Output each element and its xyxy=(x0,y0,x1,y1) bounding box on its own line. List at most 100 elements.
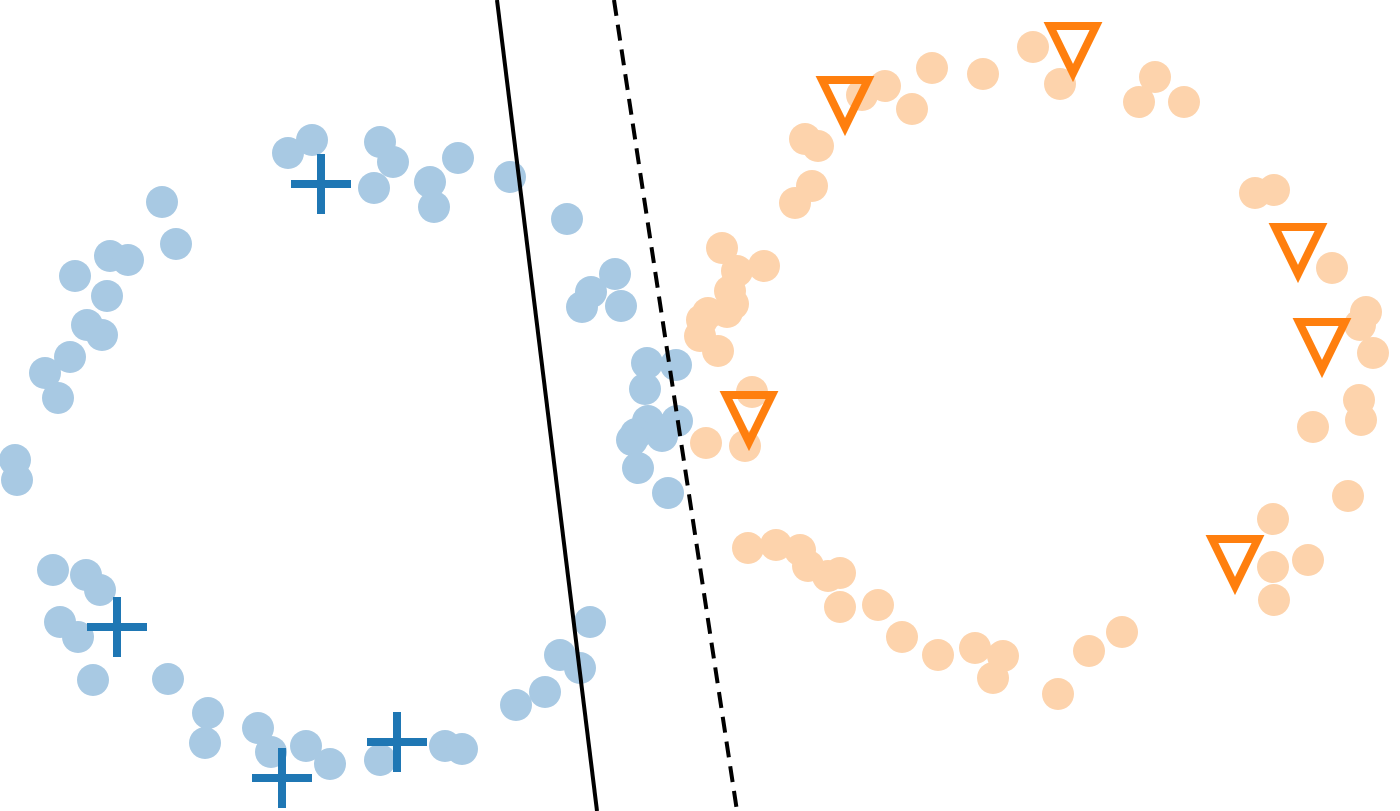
class-b-point xyxy=(922,639,954,671)
class-b-point xyxy=(1258,584,1290,616)
class-b-labeled-triangle-marker xyxy=(1268,223,1328,284)
class-a-point xyxy=(29,357,61,389)
class-b-labeled xyxy=(719,22,1352,596)
class-a-point xyxy=(414,166,446,198)
class-a-point xyxy=(37,554,69,586)
class-a-point xyxy=(160,228,192,260)
class-a-point xyxy=(54,341,86,373)
class-b-labeled-triangle-marker xyxy=(1043,22,1103,83)
class-b-point xyxy=(862,589,894,621)
class-a-point xyxy=(660,349,692,381)
class-a-point xyxy=(84,574,116,606)
solid-boundary-line xyxy=(495,0,599,811)
class-b-point xyxy=(1017,31,1049,63)
class-a-labeled-plus-marker xyxy=(87,597,147,657)
class-a-point xyxy=(377,146,409,178)
class-a-point xyxy=(91,280,123,312)
class-b-point xyxy=(732,532,764,564)
class-b-points xyxy=(684,31,1389,710)
class-a-point xyxy=(442,142,474,174)
class-a-point xyxy=(86,319,118,351)
class-b-point xyxy=(748,250,780,282)
class-b-point xyxy=(1042,678,1074,710)
class-b-point xyxy=(1168,86,1200,118)
class-a-point xyxy=(112,244,144,276)
class-a-point xyxy=(500,689,532,721)
class-a-point xyxy=(146,186,178,218)
class-a-labeled-plus-marker xyxy=(291,154,351,214)
class-a-point xyxy=(296,124,328,156)
class-a-labeled-plus-marker xyxy=(367,712,427,772)
class-a-point xyxy=(59,260,91,292)
dashed-boundary-line xyxy=(612,0,739,811)
class-a-point xyxy=(1,464,33,496)
class-b-point xyxy=(802,130,834,162)
class-a-points xyxy=(0,124,693,780)
class-b-point xyxy=(824,591,856,623)
class-a-point xyxy=(529,676,561,708)
class-a-point xyxy=(566,291,598,323)
class-a-point xyxy=(364,744,396,776)
class-a-point xyxy=(574,606,606,638)
class-b-point xyxy=(1316,252,1348,284)
class-b-point xyxy=(959,632,991,664)
class-b-point xyxy=(1345,404,1377,436)
class-b-point xyxy=(711,296,743,328)
class-b-point xyxy=(779,187,811,219)
class-a-point xyxy=(272,137,304,169)
class-b-point xyxy=(760,529,792,561)
class-a-point xyxy=(599,258,631,290)
class-b-point xyxy=(1297,411,1329,443)
class-b-point xyxy=(1044,68,1076,100)
class-b-point xyxy=(1332,480,1364,512)
class-b-point xyxy=(886,621,918,653)
class-b-point xyxy=(1292,544,1324,576)
class-a-point xyxy=(290,730,322,762)
class-a-point xyxy=(631,347,663,379)
class-a-point xyxy=(62,621,94,653)
class-a-point xyxy=(152,663,184,695)
class-b-point xyxy=(977,662,1009,694)
class-b-point xyxy=(1073,635,1105,667)
class-b-labeled-triangle-marker xyxy=(1292,318,1352,379)
labeled-points-layer xyxy=(87,22,1352,808)
class-b-labeled-triangle-marker xyxy=(719,391,779,452)
class-a-point xyxy=(446,733,478,765)
class-a-point xyxy=(418,191,450,223)
class-a-point xyxy=(358,172,390,204)
class-b-point xyxy=(1258,174,1290,206)
class-b-point xyxy=(1139,61,1171,93)
class-a-point xyxy=(551,203,583,235)
class-a-labeled-plus-marker xyxy=(252,748,312,808)
boundaries-layer xyxy=(495,0,739,811)
class-b-point xyxy=(702,335,734,367)
class-b-point xyxy=(967,58,999,90)
class-a-labeled xyxy=(87,154,427,808)
class-b-point xyxy=(690,427,722,459)
class-a-point xyxy=(77,664,109,696)
class-b-point xyxy=(1257,551,1289,583)
class-b-point xyxy=(706,232,738,264)
class-a-point xyxy=(622,452,654,484)
class-a-point xyxy=(646,420,678,452)
class-a-point xyxy=(629,373,661,405)
class-a-point xyxy=(192,697,224,729)
class-a-point xyxy=(42,382,74,414)
class-b-point xyxy=(896,93,928,125)
class-a-point xyxy=(189,727,221,759)
class-b-point xyxy=(1106,616,1138,648)
class-b-labeled-triangle-marker xyxy=(815,76,875,137)
class-b-point xyxy=(1257,503,1289,535)
class-a-point xyxy=(652,477,684,509)
class-a-point xyxy=(314,748,346,780)
class-b-point xyxy=(916,52,948,84)
class-b-point xyxy=(824,557,856,589)
class-b-point xyxy=(1123,86,1155,118)
class-a-point xyxy=(616,424,648,456)
class-b-labeled-triangle-marker xyxy=(1205,535,1265,596)
class-b-point xyxy=(1344,309,1376,341)
class-a-point xyxy=(242,712,274,744)
light-points-layer xyxy=(0,31,1389,780)
